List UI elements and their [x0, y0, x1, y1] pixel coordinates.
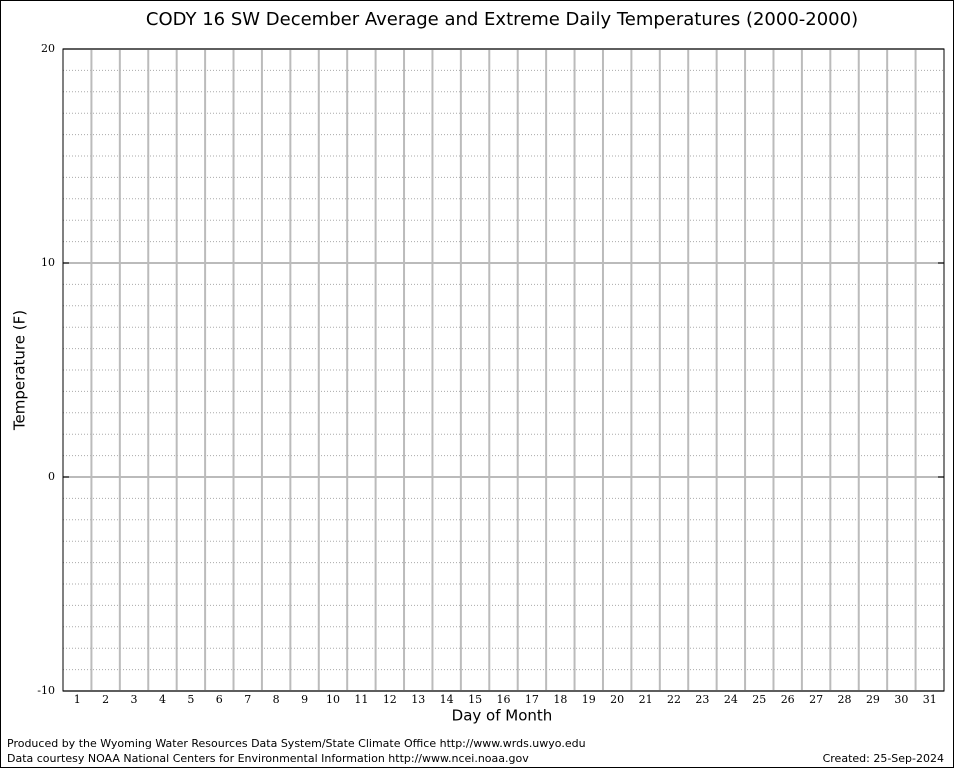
x-tick-label: 19	[582, 693, 596, 706]
x-tick-label: 9	[301, 693, 308, 706]
x-tick-label: 16	[497, 693, 511, 706]
x-tick-label: 7	[244, 693, 251, 706]
created-date: Created: 25-Sep-2024	[823, 752, 944, 765]
x-tick-label: 31	[923, 693, 937, 706]
footnote: Produced by the Wyoming Water Resources …	[7, 737, 586, 750]
x-tick-label: 14	[440, 693, 454, 706]
x-tick-label: 21	[639, 693, 653, 706]
x-tick-label: 10	[326, 693, 340, 706]
x-tick-label: 30	[894, 693, 908, 706]
x-tick-label: 8	[273, 693, 280, 706]
x-tick-label: 15	[468, 693, 482, 706]
x-tick-label: 23	[695, 693, 709, 706]
x-tick-label: 2	[102, 693, 109, 706]
x-tick-label: 13	[411, 693, 425, 706]
x-tick-label: 3	[131, 693, 138, 706]
x-tick-label: 18	[553, 693, 567, 706]
x-tick-label: 6	[216, 693, 223, 706]
x-tick-label: 1	[74, 693, 81, 706]
y-tick-label: -10	[37, 684, 55, 697]
x-tick-label: 25	[752, 693, 766, 706]
x-tick-label: 29	[866, 693, 880, 706]
x-tick-label: 5	[187, 693, 194, 706]
x-tick-label: 22	[667, 693, 681, 706]
chart-title: CODY 16 SW December Average and Extreme …	[146, 9, 858, 30]
y-tick-label: 20	[41, 42, 55, 55]
x-tick-label: 26	[781, 693, 795, 706]
x-tick-label: 27	[809, 693, 823, 706]
x-tick-label: 28	[838, 693, 852, 706]
x-tick-label: 11	[354, 693, 368, 706]
x-tick-label: 20	[610, 693, 624, 706]
x-tick-label: 12	[383, 693, 397, 706]
plot-border	[62, 48, 945, 692]
x-tick-label: 24	[724, 693, 738, 706]
x-tick-label: 17	[525, 693, 539, 706]
y-axis-label: Temperature (F)	[11, 310, 29, 431]
y-tick-label: 10	[41, 256, 55, 269]
x-axis-label: Day of Month	[452, 707, 553, 725]
footnote: Data courtesy NOAA National Centers for …	[7, 752, 529, 765]
x-tick-label: 4	[159, 693, 166, 706]
y-tick-label: 0	[48, 470, 55, 483]
